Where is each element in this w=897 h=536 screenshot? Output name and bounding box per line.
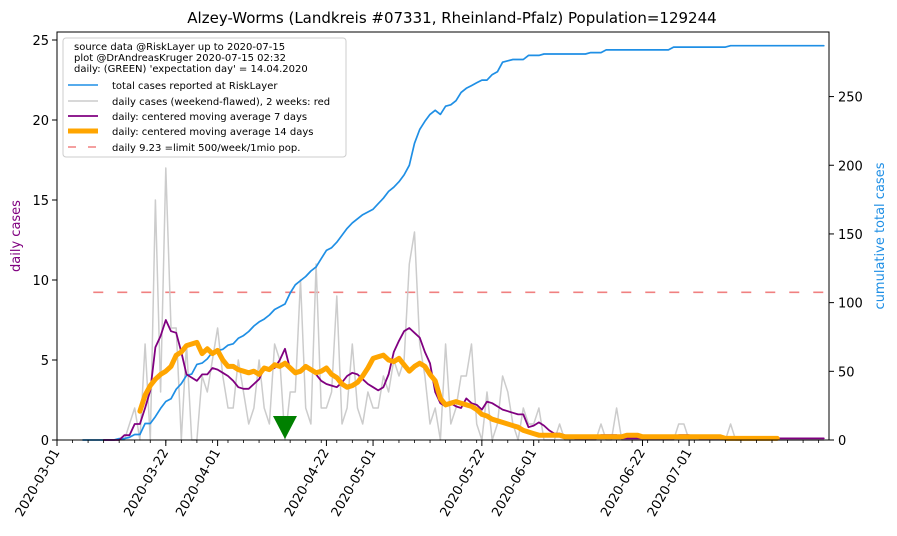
left-tick-label: 10 — [32, 274, 49, 289]
legend-label-ma7: daily: centered moving average 7 days — [112, 112, 307, 123]
right-tick-label: 50 — [838, 365, 855, 380]
left-tick-label: 5 — [41, 354, 49, 369]
expectation-day-triangle — [272, 416, 297, 439]
legend-label-total: total cases reported at RiskLayer — [112, 81, 278, 92]
series-line-total — [82, 44, 825, 441]
legend-info-line: source data @RiskLayer up to 2020-07-15 — [74, 42, 285, 53]
left-axis: 0 5 10 15 20 25 — [32, 34, 57, 449]
left-tick-label: 0 — [41, 434, 49, 449]
series-line-ma14 — [137, 339, 780, 441]
x-tick-label: 2020-03-22 — [121, 447, 172, 520]
x-tick-label: 2020-07-01 — [645, 447, 696, 520]
x-tick-label: 2020-05-22 — [438, 447, 489, 520]
legend: source data @RiskLayer up to 2020-07-15 … — [62, 37, 347, 158]
legend-info-line: daily: (GREEN) 'expectation day' = 14.04… — [74, 64, 308, 75]
right-tick-label: 0 — [838, 434, 846, 449]
x-tick-label: 2020-06-22 — [598, 447, 649, 520]
x-tick-label: 2020-04-22 — [282, 447, 333, 520]
right-tick-label: 200 — [838, 159, 863, 174]
x-tick-label: 2020-03-01 — [13, 447, 64, 520]
left-tick-label: 20 — [32, 114, 49, 129]
x-tick-label: 2020-04-01 — [173, 447, 224, 520]
right-axis: 0 50 100 150 200 250 — [829, 91, 863, 449]
right-tick-label: 100 — [838, 297, 863, 312]
y-axis-label-right: cumulative total cases — [873, 162, 888, 309]
x-tick-label: 2020-05-01 — [329, 447, 380, 520]
chart-title: Alzey-Worms (Landkreis #07331, Rheinland… — [187, 9, 716, 27]
plot-frame — [56, 31, 830, 441]
right-tick-label: 250 — [838, 91, 863, 106]
legend-label-daily: daily cases (weekend-flawed), 2 weeks: r… — [112, 97, 330, 108]
legend-info-line: plot @DrAndreasKruger 2020-07-15 02:32 — [74, 53, 286, 64]
expectation-day-marker — [272, 416, 297, 439]
right-tick-label: 150 — [838, 228, 863, 243]
legend-box — [62, 37, 347, 158]
y-axis-label-left: daily cases — [9, 200, 24, 272]
legend-label-ma14: daily: centered moving average 14 days — [112, 127, 313, 138]
left-tick-label: 15 — [32, 194, 49, 209]
legend-label-limit: daily 9.23 =limit 500/week/1mio pop. — [112, 143, 300, 154]
x-tick-label: 2020-06-01 — [489, 447, 540, 520]
x-axis: 2020-03-01 2020-03-22 2020-04-01 2020-04-22… — [13, 440, 820, 520]
left-tick-label: 25 — [32, 34, 49, 49]
